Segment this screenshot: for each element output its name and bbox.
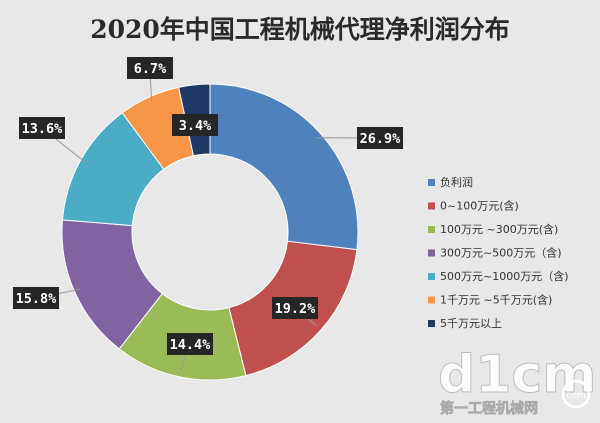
data-label-text: 6.7% — [134, 61, 167, 77]
legend-label: 1千万元 ~5千万元(含) — [440, 293, 552, 307]
data-label-text: 26.9% — [360, 131, 402, 147]
legend-swatch — [428, 273, 435, 280]
watermark: d1cm com 第一工程机械网 — [438, 345, 597, 418]
data-label: 19.2% — [272, 297, 318, 319]
data-label: 14.4% — [167, 333, 213, 355]
watermark-url: com — [566, 391, 585, 401]
legend: 负利润 0~100万元(含) 100万元 ~300万元(含) 300万元~500万元（… — [428, 175, 569, 330]
legend-label: 5千万元以上 — [440, 317, 502, 330]
watermark-circle-icon — [561, 379, 591, 409]
legend-swatch — [428, 296, 435, 304]
legend-label: 100万元 ~300万元(含) — [440, 222, 558, 236]
legend-label: 500万元~1000万元（含) — [440, 269, 569, 283]
legend-label: 0~100万元(含) — [440, 199, 519, 213]
data-label: 26.9% — [357, 127, 403, 149]
data-label-box — [272, 297, 318, 319]
legend-label: 300万元~500万元（含) — [440, 246, 562, 260]
data-label-box — [13, 287, 59, 309]
data-label-text: 15.8% — [16, 291, 58, 307]
data-labels: 26.9% 19.2% 14.4% 15.8% 13.6% 6.7% 3.4% — [13, 57, 403, 355]
data-label: 6.7% — [127, 57, 173, 79]
legend-swatch — [428, 179, 435, 186]
data-label-text: 3.4% — [179, 118, 212, 134]
data-label-box — [167, 333, 213, 355]
data-label-box — [127, 57, 173, 79]
legend-swatch — [428, 202, 435, 210]
data-label-text: 13.6% — [22, 121, 64, 137]
data-label-box — [357, 127, 403, 149]
donut-slice — [209, 83, 359, 251]
data-label: 15.8% — [13, 287, 59, 309]
data-label: 13.6% — [19, 117, 65, 139]
chart-title: 2020年中国工程机械代理净利润分布 — [90, 15, 510, 44]
legend-swatch — [428, 226, 435, 233]
watermark-site-text: 第一工程机械网 — [440, 400, 538, 417]
legend-swatch — [428, 249, 435, 257]
legend-label: 负利润 — [440, 175, 473, 189]
data-label-text: 19.2% — [275, 301, 317, 317]
data-label-text: 14.4% — [170, 337, 212, 353]
data-label-box — [172, 114, 218, 136]
watermark-logo-text: d1cm — [438, 345, 596, 405]
data-label-box — [19, 117, 65, 139]
legend-swatch — [428, 320, 435, 327]
data-label: 3.4% — [172, 114, 218, 136]
